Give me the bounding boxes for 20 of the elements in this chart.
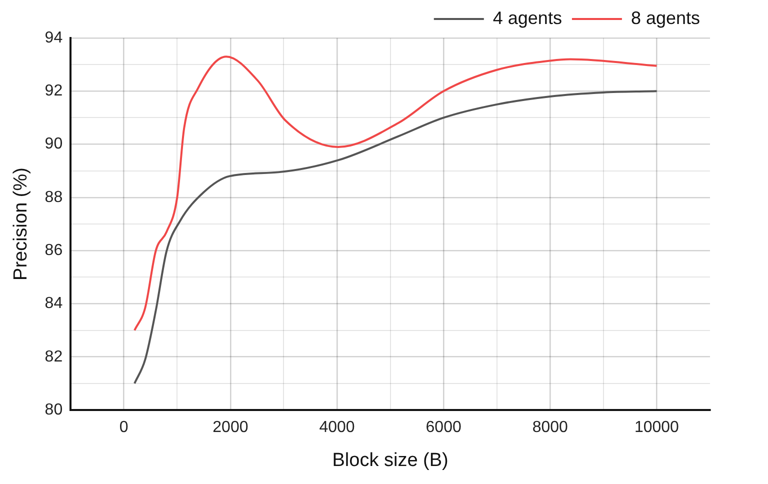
x-tick-label: 10000 [634, 419, 680, 436]
x-tick-label: 2000 [212, 419, 248, 436]
y-tick-label: 84 [44, 295, 63, 312]
y-tick-label: 86 [44, 242, 63, 259]
y-tick-label: 88 [44, 188, 63, 206]
legend-label: 4 agents [492, 8, 562, 28]
line-series [134, 90, 658, 384]
legend-label: 8 agents [630, 8, 700, 28]
y-tick-label: 80 [44, 401, 63, 418]
x-tick-label: 4000 [319, 419, 355, 436]
x-tick-label: 6000 [426, 419, 462, 436]
y-tick-label: 90 [44, 136, 63, 153]
y-tick-label: 82 [44, 348, 63, 366]
line-series [134, 56, 658, 332]
x-axis-title: Block size (B) [332, 450, 448, 471]
y-tick-label: 94 [44, 29, 63, 46]
x-tick-label: 0 [119, 419, 128, 436]
y-tick-label: 92 [44, 82, 63, 100]
y-axis-title: Precision (%) [10, 168, 32, 280]
x-tick-label: 8000 [532, 419, 568, 436]
